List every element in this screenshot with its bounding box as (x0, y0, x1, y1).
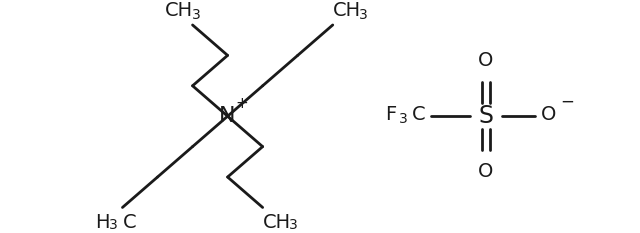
Text: 3: 3 (289, 218, 298, 232)
Text: 3: 3 (359, 8, 368, 22)
Text: O: O (478, 162, 493, 181)
Text: H: H (95, 213, 110, 232)
Text: O: O (541, 105, 556, 124)
Text: CH: CH (333, 1, 361, 20)
Text: N: N (220, 106, 236, 126)
Text: CH: CH (262, 213, 291, 232)
Text: 3: 3 (192, 8, 201, 22)
Text: S: S (478, 104, 493, 128)
Text: −: − (561, 93, 574, 110)
Text: F: F (385, 105, 397, 124)
Text: C: C (123, 213, 136, 232)
Text: +: + (235, 96, 248, 111)
Text: C: C (412, 105, 426, 124)
Text: 3: 3 (109, 218, 118, 232)
Text: 3: 3 (399, 112, 408, 126)
Text: O: O (478, 51, 493, 70)
Text: CH: CH (164, 1, 193, 20)
